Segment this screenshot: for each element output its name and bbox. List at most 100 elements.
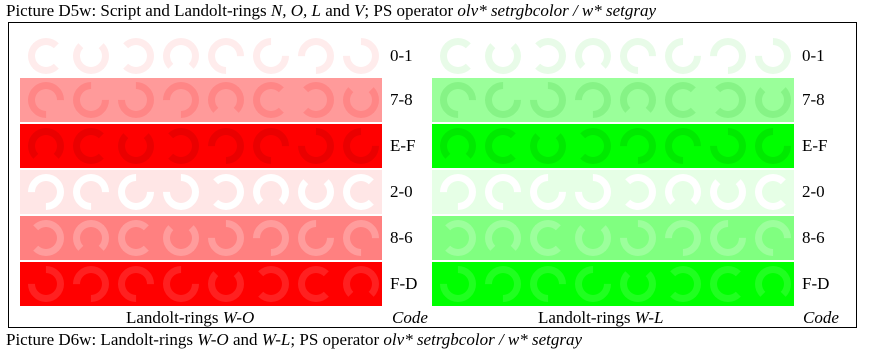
left-row-code: 2-0 <box>390 182 413 201</box>
right-footer: Landolt-rings W-L <box>538 308 663 328</box>
title-ps-text: ; PS operator <box>364 1 458 20</box>
landolt-ring-icon <box>575 220 611 256</box>
left-row-code: 7-8 <box>390 90 413 109</box>
right-row-code: 2-0 <box>802 182 825 201</box>
right-code-label-text: Code <box>803 308 839 327</box>
landolt-ring-icon <box>28 220 64 256</box>
landolt-ring-icon <box>163 38 199 74</box>
left-panel-row <box>20 216 382 260</box>
landolt-ring-icon <box>710 82 746 118</box>
landolt-ring-icon <box>530 38 566 74</box>
landolt-ring-icon <box>245 124 297 168</box>
title-letters: N, O, L <box>270 1 321 20</box>
right-row-code: F-D <box>802 274 830 293</box>
landolt-ring-icon <box>200 34 252 78</box>
landolt-ring-icon <box>335 216 382 260</box>
landolt-ring-icon <box>208 82 244 118</box>
landolt-ring-icon <box>110 262 162 306</box>
landolt-ring-icon <box>245 34 297 78</box>
caption-wl: W-L <box>261 330 291 349</box>
landolt-ring-icon <box>118 220 154 256</box>
title-prefix: Picture D5w: Script and Landolt-rings <box>6 1 271 20</box>
left-row-code: 8-6 <box>390 228 413 247</box>
landolt-ring-icon <box>440 128 476 164</box>
landolt-ring-icon <box>253 82 289 118</box>
landolt-ring-icon <box>747 124 794 168</box>
landolt-ring-icon <box>567 170 619 214</box>
landolt-ring-icon <box>155 262 207 306</box>
landolt-ring-icon <box>702 216 754 260</box>
landolt-ring-icon <box>290 34 342 78</box>
right-panel-row <box>432 124 794 168</box>
right-row-code: 7-8 <box>802 90 825 109</box>
left-panel-row <box>20 34 382 78</box>
caption-and: and <box>228 330 262 349</box>
landolt-ring-icon <box>440 38 476 74</box>
landolt-ring-icon <box>522 78 574 122</box>
landolt-ring-icon <box>65 262 117 306</box>
landolt-ring-icon <box>65 170 117 214</box>
right-panel-row <box>432 262 794 306</box>
landolt-ring-icon <box>335 34 382 78</box>
landolt-ring-icon <box>20 262 72 306</box>
landolt-ring-icon <box>73 38 109 74</box>
figure-frame <box>8 22 857 328</box>
landolt-ring-icon <box>747 34 794 78</box>
caption-wo: W-O <box>197 330 229 349</box>
landolt-ring-icon <box>485 128 521 164</box>
landolt-ring-icon <box>200 216 252 260</box>
left-row-code: 0-1 <box>390 46 413 65</box>
landolt-ring-icon <box>290 124 342 168</box>
landolt-ring-icon <box>530 220 566 256</box>
landolt-ring-icon <box>343 266 379 302</box>
landolt-ring-icon <box>702 34 754 78</box>
title-operator: olv* setrgbcolor / w* setgray <box>457 1 657 20</box>
next-figure-caption: Picture D6w: Landolt-rings W-O and W-L; … <box>6 330 582 350</box>
landolt-ring-icon <box>20 78 72 122</box>
landolt-ring-icon <box>530 128 566 164</box>
landolt-ring-icon <box>110 78 162 122</box>
landolt-ring-icon <box>200 124 252 168</box>
landolt-ring-icon <box>155 170 207 214</box>
landolt-ring-icon <box>432 78 484 122</box>
right-panel-row <box>432 216 794 260</box>
landolt-ring-icon <box>485 38 521 74</box>
landolt-ring-icon <box>298 174 334 210</box>
landolt-ring-icon <box>110 170 162 214</box>
caption-operator: olv* setrgbcolor / w* setgray <box>383 330 583 349</box>
landolt-ring-icon <box>118 38 154 74</box>
left-panel-row <box>20 78 382 122</box>
landolt-ring-icon <box>163 128 199 164</box>
landolt-ring-icon <box>290 216 342 260</box>
landolt-ring-icon <box>118 128 154 164</box>
landolt-ring-icon <box>612 34 664 78</box>
landolt-ring-icon <box>657 124 709 168</box>
landolt-ring-icon <box>620 82 656 118</box>
left-panel-row <box>20 170 382 214</box>
title-letter-v: V <box>354 1 365 20</box>
landolt-ring-icon <box>620 174 656 210</box>
landolt-ring-icon <box>710 174 746 210</box>
landolt-ring-icon <box>575 38 611 74</box>
landolt-ring-icon <box>20 170 72 214</box>
left-panel-row <box>20 262 382 306</box>
landolt-ring-icon <box>657 216 709 260</box>
landolt-ring-icon <box>298 82 334 118</box>
landolt-ring-icon <box>477 78 529 122</box>
landolt-ring-icon <box>298 266 334 302</box>
landolt-ring-icon <box>65 78 117 122</box>
landolt-ring-icon <box>28 38 64 74</box>
landolt-ring-icon <box>343 82 379 118</box>
landolt-ring-icon <box>208 174 244 210</box>
landolt-ring-icon <box>665 174 701 210</box>
landolt-ring-icon <box>612 124 664 168</box>
right-panel-row <box>432 170 794 214</box>
right-row-code: 0-1 <box>802 46 825 65</box>
right-footer-prefix: Landolt-rings <box>538 308 635 327</box>
figure-title: Picture D5w: Script and Landolt-rings N,… <box>6 1 656 21</box>
landolt-ring-icon <box>253 266 289 302</box>
right-panel-row <box>432 78 794 122</box>
left-row-code: F-D <box>390 274 418 293</box>
landolt-ring-icon <box>710 266 746 302</box>
right-row-code: 8-6 <box>802 228 825 247</box>
